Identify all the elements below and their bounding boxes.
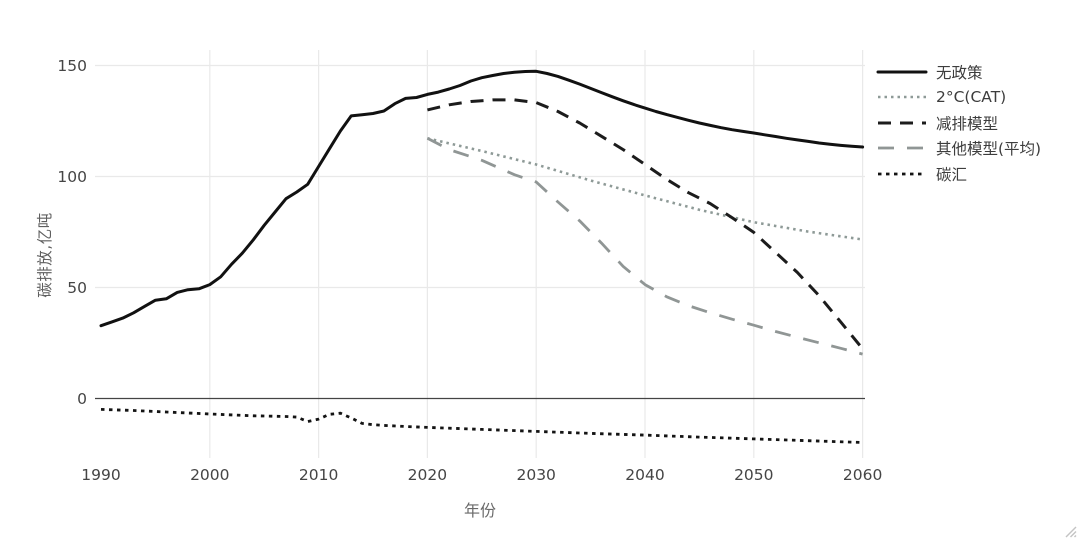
svg-text:2030: 2030 (516, 466, 555, 484)
legend-swatch-icon (878, 172, 926, 176)
legend-swatch-icon (878, 146, 926, 150)
x-axis-title: 年份 (463, 501, 496, 520)
svg-text:2060: 2060 (843, 466, 882, 484)
y-axis-title: 碳排放,亿吨 (36, 212, 54, 298)
svg-text:50: 50 (67, 279, 87, 297)
svg-text:2020: 2020 (408, 466, 447, 484)
legend-label: 无政策 (936, 63, 983, 82)
legend-item-no-policy[interactable]: 无政策 (876, 59, 1041, 85)
legend-swatch-icon (878, 95, 926, 99)
svg-text:2000: 2000 (190, 466, 229, 484)
svg-text:1990: 1990 (81, 466, 120, 484)
svg-text:150: 150 (57, 57, 87, 75)
resize-grip-icon[interactable] (1062, 523, 1077, 538)
legend-label: 碳汇 (936, 165, 968, 184)
legend-item-2c-cat[interactable]: 2°C(CAT) (876, 85, 1041, 111)
legend-swatch-icon (878, 121, 926, 125)
svg-text:2010: 2010 (299, 466, 338, 484)
svg-text:2040: 2040 (625, 466, 664, 484)
svg-text:100: 100 (57, 168, 87, 186)
legend-label: 其他模型(平均) (936, 140, 1042, 159)
legend-item-other-models-avg[interactable]: 其他模型(平均) (876, 136, 1041, 162)
legend-item-carbon-sink[interactable]: 碳汇 (876, 161, 1041, 187)
legend-label: 减排模型 (936, 114, 999, 133)
legend-swatch-icon (876, 70, 928, 74)
legend-label: 2°C(CAT) (936, 88, 1007, 107)
svg-text:0: 0 (77, 390, 87, 408)
legend-item-mitigation-model[interactable]: 减排模型 (876, 110, 1041, 136)
svg-text:2050: 2050 (734, 466, 773, 484)
legend: 无政策 2°C(CAT) 减排模型 其他模型(平均) 碳汇 (876, 59, 1041, 187)
